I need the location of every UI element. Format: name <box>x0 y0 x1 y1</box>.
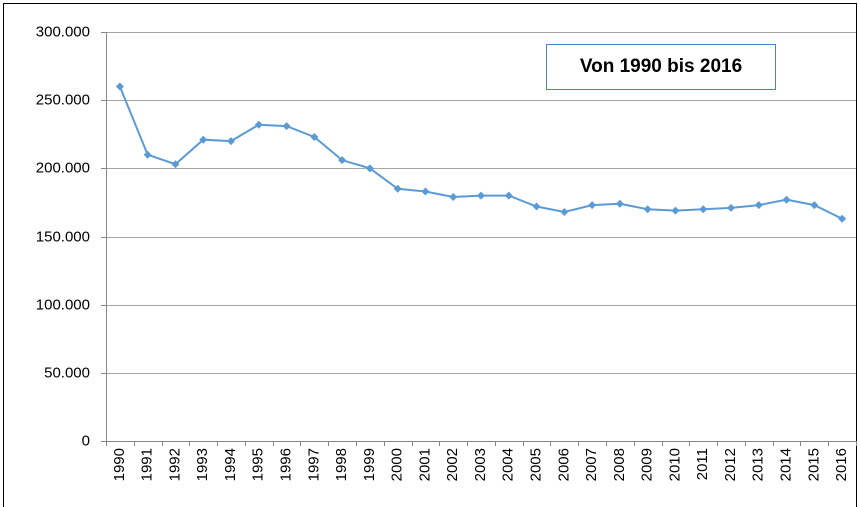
x-tick-label: 2004 <box>500 448 517 481</box>
x-tick-label: 1995 <box>250 448 267 481</box>
x-tick-label: 2006 <box>555 448 572 481</box>
data-point <box>227 137 235 146</box>
x-tick-label: 2011 <box>694 448 711 480</box>
data-point <box>421 187 430 196</box>
x-tick-label: 2012 <box>722 448 739 481</box>
x-tick-label: 2010 <box>666 448 683 481</box>
data-point <box>338 156 347 165</box>
x-tick-label: 2000 <box>389 448 406 481</box>
x-tick-label: 2014 <box>778 448 795 481</box>
data-point <box>532 202 541 211</box>
data-point <box>699 205 708 214</box>
y-tick-label: 300.000 <box>36 23 90 40</box>
data-point <box>477 191 485 200</box>
data-point <box>393 184 402 193</box>
x-tick-label: 1990 <box>111 448 128 481</box>
data-point <box>588 201 597 210</box>
data-point <box>671 206 680 215</box>
y-tick-label: 250.000 <box>36 91 90 108</box>
x-tick-label: 2001 <box>416 448 433 481</box>
y-tick-label: 50.000 <box>44 364 90 381</box>
data-point <box>310 132 319 141</box>
data-point <box>782 195 791 204</box>
data-point <box>115 82 124 91</box>
data-point <box>643 205 652 214</box>
x-tick-label: 2005 <box>528 448 545 481</box>
x-tick-label: 2008 <box>611 448 628 481</box>
x-tick-label: 1994 <box>222 448 239 481</box>
data-point <box>754 201 763 210</box>
data-point <box>449 192 458 201</box>
x-tick-label: 1996 <box>278 448 295 481</box>
annotation: Von 1990 bis 2016 <box>580 56 742 77</box>
data-point <box>254 120 263 129</box>
y-tick-label: 200.000 <box>36 159 90 176</box>
data-point <box>560 207 569 216</box>
y-tick-label: 150.000 <box>36 228 90 245</box>
x-tick-label: 1992 <box>166 448 183 481</box>
data-point <box>615 199 624 208</box>
data-point <box>199 135 208 144</box>
x-tick-label: 1998 <box>333 448 350 481</box>
x-tick-label: 2003 <box>472 448 489 481</box>
x-tick-label: 2002 <box>444 448 461 481</box>
x-tick-label: 1997 <box>305 448 322 481</box>
data-point <box>810 201 819 210</box>
x-tick-label: 2009 <box>639 448 656 481</box>
x-tick-label: 1993 <box>194 448 211 481</box>
annotation-box <box>546 44 776 90</box>
x-tick-label: 2015 <box>805 448 822 481</box>
data-point <box>838 214 847 223</box>
data-point <box>727 203 735 212</box>
data-point <box>143 150 152 159</box>
x-tick-label: 1991 <box>139 448 156 481</box>
plot-area: 0 50.000 100.000 150.000 200.000 250.000 300.0… <box>36 23 857 481</box>
x-tick-label: 2007 <box>583 448 600 481</box>
data-point <box>504 191 513 200</box>
data-point <box>365 164 374 173</box>
x-tick-label: 2016 <box>833 448 850 481</box>
y-tick-label: 0 <box>82 432 90 449</box>
x-tick-label: 2013 <box>750 448 767 481</box>
data-point <box>282 122 291 131</box>
data-point <box>171 160 180 169</box>
y-tick-label: 100.000 <box>36 296 90 313</box>
x-tick-label: 1999 <box>361 448 378 481</box>
